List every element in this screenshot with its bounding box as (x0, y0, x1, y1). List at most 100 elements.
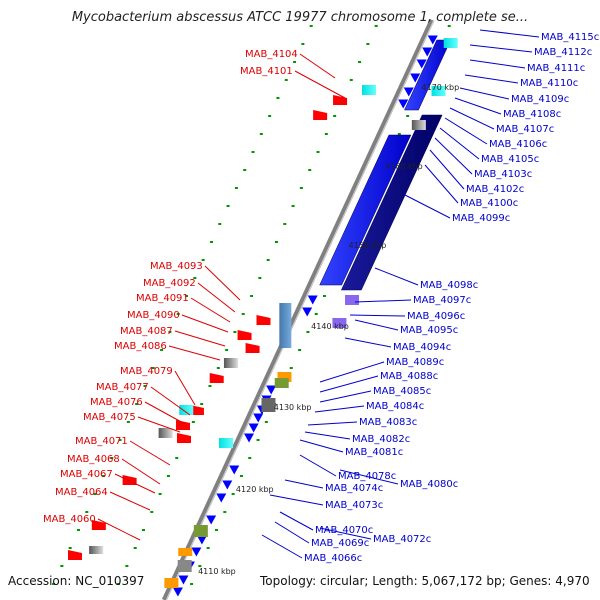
track-tick (168, 331, 172, 333)
right-leader-line (354, 299, 412, 303)
right-gene-label: MAB_4070c (315, 525, 373, 536)
left-gene-label: MAB_4091 (136, 293, 189, 304)
right-leader-line (354, 319, 399, 331)
gene-box (177, 560, 192, 572)
gene-box (178, 548, 193, 556)
left-gene-label: MAB_4060 (43, 514, 96, 525)
track-tick (358, 61, 362, 63)
left-gene-label: MAB_4093 (150, 261, 203, 272)
track-tick (259, 133, 263, 135)
track-tick (241, 313, 245, 315)
track-tick (447, 25, 451, 27)
track-tick (118, 439, 122, 441)
track-tick (150, 511, 154, 513)
left-gene-label: MAB_4075 (83, 412, 136, 423)
right-leader-line (299, 454, 337, 477)
scale-label: 4110 kbp (198, 567, 236, 576)
gene-box (223, 358, 238, 368)
left-leader-line (129, 440, 171, 466)
reverse-gene-arrow (248, 423, 259, 433)
right-gene-label: MAB_4108c (503, 109, 561, 120)
track-tick (225, 349, 229, 351)
track-tick (243, 169, 247, 171)
gene-box (431, 86, 446, 96)
track-tick (117, 583, 121, 585)
left-leader-line (197, 282, 236, 313)
right-leader-line (404, 194, 451, 219)
right-gene-label: MAB_4099c (452, 213, 510, 224)
right-leader-line (464, 74, 519, 84)
right-gene-label: MAB_4082c (352, 434, 410, 445)
reverse-gene-arrow (398, 99, 409, 109)
right-gene-label: MAB_4109c (511, 94, 569, 105)
track-tick (283, 223, 287, 225)
right-leader-line (274, 521, 310, 544)
right-gene-label: MAB_4103c (474, 169, 532, 180)
right-gene-label: MAB_4105c (481, 154, 539, 165)
left-gene-label: MAB_4087 (120, 326, 173, 337)
right-gene-label: MAB_4069c (311, 538, 369, 549)
forward-gene-arrow (245, 343, 260, 353)
track-tick (223, 511, 227, 513)
track-tick (266, 259, 270, 261)
track-tick (160, 349, 164, 351)
right-gene-label: MAB_4112c (534, 47, 592, 58)
gene-box (219, 438, 234, 448)
gene-box (89, 546, 104, 554)
gene-box-tall (279, 303, 292, 348)
reverse-gene-arrow (191, 547, 202, 557)
track-tick (231, 493, 235, 495)
track-tick (60, 565, 64, 567)
right-leader-line (284, 479, 324, 489)
gene-box (443, 38, 458, 48)
track-tick (110, 457, 114, 459)
reverse-gene-arrow (422, 47, 433, 57)
track-tick (93, 493, 97, 495)
track-tick (366, 43, 370, 45)
right-leader-line (319, 361, 385, 383)
reverse-gene-arrow (206, 515, 217, 525)
reverse-gene-arrow (229, 465, 240, 475)
track-tick (248, 457, 252, 459)
left-leader-line (114, 473, 156, 494)
left-leader-line (168, 345, 221, 361)
reverse-gene-arrow (172, 587, 183, 597)
gene-box-olive (274, 378, 289, 388)
right-leader-line (319, 390, 372, 403)
left-gene-label: MAB_4071 (75, 436, 128, 447)
left-leader-line (204, 265, 241, 301)
right-gene-label: MAB_4080c (400, 479, 458, 490)
track-tick (239, 475, 243, 477)
right-leader-line (469, 59, 526, 69)
forward-gene-arrow (189, 405, 204, 415)
gene-box-olive (193, 525, 208, 537)
right-leader-line (429, 149, 465, 190)
gene-box (158, 428, 173, 438)
track-tick (250, 295, 254, 297)
right-gene-label: MAB_4073c (325, 500, 383, 511)
reverse-gene-arrow (302, 307, 313, 317)
forward-gene-arrow (237, 330, 252, 340)
right-leader-line (349, 314, 406, 317)
track-tick (158, 493, 162, 495)
right-gene-label: MAB_4095c (400, 325, 458, 336)
track-tick (234, 187, 238, 189)
track-tick (201, 259, 205, 261)
track-tick (301, 43, 305, 45)
track-tick (85, 511, 89, 513)
left-leader-line (299, 53, 336, 79)
scale-label: 4160 kbp (385, 162, 423, 171)
track-tick (308, 169, 312, 171)
left-gene-label: MAB_4077 (96, 382, 149, 393)
topology-text: Topology: circular; Length: 5,067,172 bp… (260, 574, 590, 588)
track-tick (200, 403, 204, 405)
right-gene-label: MAB_4094c (393, 342, 451, 353)
right-leader-line (449, 107, 495, 130)
track-tick (191, 421, 195, 423)
track-tick (206, 547, 210, 549)
track-tick (264, 421, 268, 423)
gene-box (332, 318, 347, 328)
gene-box (361, 85, 376, 95)
track-tick (214, 529, 218, 531)
track-tick (298, 349, 302, 351)
